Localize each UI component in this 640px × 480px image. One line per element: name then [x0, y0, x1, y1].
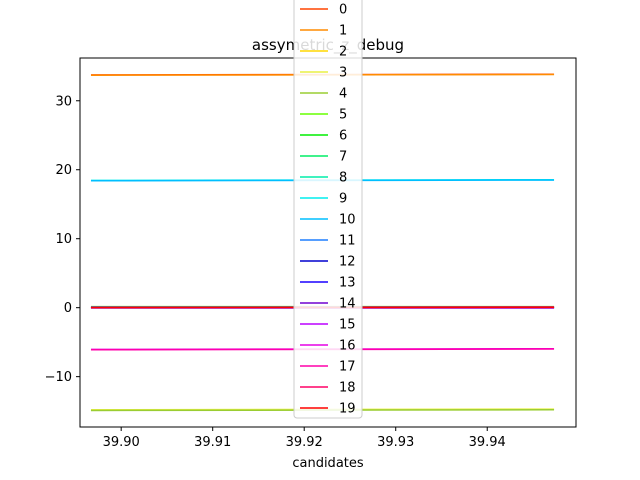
legend-label-13: 13 — [339, 276, 356, 291]
x-tick-label: 39.92 — [286, 435, 323, 450]
legend-label-14: 14 — [339, 297, 356, 312]
legend-label-15: 15 — [339, 318, 356, 333]
legend-label-7: 7 — [339, 150, 347, 165]
y-tick-label: 30 — [55, 94, 72, 109]
y-tick-label: 10 — [55, 232, 72, 247]
legend-frame — [293, 0, 363, 419]
y-tick-label: −10 — [45, 370, 72, 385]
x-axis-label: candidates — [292, 456, 364, 471]
x-tick-label: 39.93 — [377, 435, 414, 450]
legend-label-3: 3 — [339, 66, 347, 81]
legend-label-17: 17 — [339, 360, 356, 375]
y-tick-label: 0 — [64, 301, 72, 316]
legend-label-18: 18 — [339, 381, 356, 396]
legend-label-4: 4 — [339, 87, 347, 102]
legend-label-19: 19 — [339, 402, 356, 417]
x-tick-label: 39.91 — [194, 435, 231, 450]
legend-label-8: 8 — [339, 171, 347, 186]
legend-label-0: 0 — [339, 3, 347, 18]
legend-label-11: 11 — [339, 234, 356, 249]
legend-label-1: 1 — [339, 24, 347, 39]
legend-label-12: 12 — [339, 255, 356, 270]
legend-label-10: 10 — [339, 213, 356, 228]
legend-label-6: 6 — [339, 129, 347, 144]
x-tick-label: 39.94 — [469, 435, 506, 450]
legend-label-5: 5 — [339, 108, 347, 123]
legend-label-2: 2 — [339, 45, 347, 60]
y-axis-ticks: −10 0 10 20 30 — [45, 94, 80, 385]
legend-label-16: 16 — [339, 339, 356, 354]
x-axis-ticks: 39.90 39.91 39.92 39.93 39.94 — [103, 427, 506, 450]
legend-label-9: 9 — [339, 192, 347, 207]
x-tick-label: 39.90 — [103, 435, 140, 450]
y-tick-label: 20 — [55, 163, 72, 178]
